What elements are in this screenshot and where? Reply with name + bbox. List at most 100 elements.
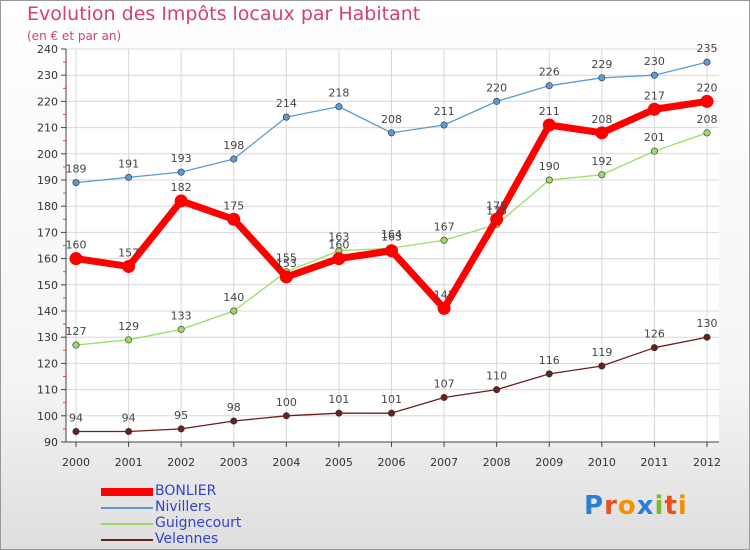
data-point-guignecourt: [545, 176, 553, 184]
data-point-velennes: [387, 409, 395, 417]
legend-swatch: [101, 539, 153, 541]
legend-label: Guignecourt: [155, 515, 242, 531]
data-label-velennes: 126: [644, 328, 665, 341]
data-label-bonlier: 141: [434, 288, 455, 301]
data-point-velennes: [703, 333, 711, 341]
x-tick-label: 2005: [325, 456, 353, 469]
x-tick-label: 2002: [167, 456, 195, 469]
data-label-velennes: 116: [539, 354, 560, 367]
y-tick-label: 140: [37, 305, 58, 318]
data-label-nivillers: 220: [486, 81, 507, 94]
proxiti-logo: Proxiti: [584, 491, 688, 521]
data-label-guignecourt: 129: [118, 320, 139, 333]
data-point-bonlier: [700, 94, 714, 108]
data-label-velennes: 94: [69, 412, 83, 425]
data-point-bonlier: [332, 252, 346, 266]
y-tick-label: 130: [37, 331, 58, 344]
legend-swatch: [101, 488, 153, 496]
data-point-velennes: [493, 386, 501, 394]
data-point-velennes: [125, 428, 133, 436]
data-label-guignecourt: 173: [486, 205, 507, 218]
data-label-velennes: 94: [122, 412, 136, 425]
data-label-velennes: 130: [697, 317, 718, 330]
x-tick-label: 2000: [62, 456, 90, 469]
chart-subtitle: (en € et par an): [27, 29, 122, 43]
data-label-nivillers: 189: [66, 163, 87, 176]
data-label-velennes: 100: [276, 396, 297, 409]
x-tick-label: 2010: [588, 456, 616, 469]
data-point-nivillers: [650, 71, 658, 79]
x-tick-label: 2007: [430, 456, 458, 469]
data-point-bonlier: [69, 252, 83, 266]
data-point-velennes: [650, 344, 658, 352]
y-tick-label: 200: [37, 148, 58, 161]
data-label-nivillers: 193: [171, 152, 192, 165]
y-tick-label: 180: [37, 200, 58, 213]
legend-label: Velennes: [155, 531, 219, 547]
data-point-nivillers: [387, 129, 395, 137]
data-label-bonlier: 175: [223, 199, 244, 212]
y-tick-label: 110: [37, 384, 58, 397]
data-label-velennes: 110: [486, 370, 507, 383]
data-label-nivillers: 211: [434, 105, 455, 118]
data-label-guignecourt: 167: [434, 220, 455, 233]
y-tick-label: 160: [37, 253, 58, 266]
data-point-velennes: [335, 409, 343, 417]
y-tick-label: 240: [37, 43, 58, 56]
data-label-bonlier: 160: [328, 239, 349, 252]
data-point-velennes: [230, 417, 238, 425]
data-point-guignecourt: [177, 325, 185, 333]
data-label-nivillers: 226: [539, 66, 560, 79]
data-point-nivillers: [703, 58, 711, 66]
data-point-nivillers: [72, 179, 80, 187]
data-label-bonlier: 175: [486, 199, 507, 212]
data-point-guignecourt: [703, 129, 711, 137]
data-label-bonlier: 208: [591, 113, 612, 126]
data-point-bonlier: [595, 126, 609, 140]
data-label-velennes: 95: [174, 409, 188, 422]
data-label-nivillers: 208: [381, 113, 402, 126]
data-point-bonlier: [385, 244, 398, 258]
data-point-guignecourt: [72, 341, 80, 349]
legend-swatch: [101, 523, 153, 525]
data-point-nivillers: [177, 168, 185, 176]
x-tick-label: 2011: [640, 456, 668, 469]
x-tick-label: 2006: [378, 456, 406, 469]
data-point-velennes: [72, 428, 80, 436]
data-point-nivillers: [493, 97, 501, 105]
data-label-nivillers: 229: [591, 58, 612, 71]
data-label-guignecourt: 127: [66, 325, 87, 338]
data-point-guignecourt: [650, 147, 658, 155]
data-point-nivillers: [282, 113, 290, 121]
data-label-nivillers: 230: [644, 55, 665, 68]
data-label-bonlier: 220: [697, 81, 718, 94]
x-tick-label: 2009: [535, 456, 563, 469]
x-tick-label: 2001: [115, 456, 143, 469]
data-label-nivillers: 214: [276, 97, 297, 110]
data-label-guignecourt: 133: [171, 309, 192, 322]
data-label-bonlier: 182: [171, 181, 192, 194]
data-point-guignecourt: [230, 307, 238, 315]
legend-label: BONLIER: [155, 483, 217, 499]
data-point-velennes: [598, 362, 606, 370]
data-point-velennes: [440, 393, 448, 401]
data-label-nivillers: 191: [118, 157, 139, 170]
y-tick-label: 190: [37, 174, 58, 187]
legend-swatch: [101, 507, 153, 509]
legend-label: Nivillers: [155, 499, 211, 515]
data-label-nivillers: 198: [223, 139, 244, 152]
y-tick-label: 100: [37, 410, 58, 423]
chart-title: Evolution des Impôts locaux par Habitant: [27, 3, 421, 25]
x-tick-label: 2004: [272, 456, 300, 469]
data-label-bonlier: 153: [276, 257, 297, 270]
data-point-bonlier: [437, 301, 451, 315]
data-label-nivillers: 235: [697, 42, 718, 55]
data-label-velennes: 107: [434, 377, 455, 390]
data-label-bonlier: 160: [66, 239, 87, 252]
data-label-guignecourt: 140: [223, 291, 244, 304]
data-point-velennes: [177, 425, 185, 433]
data-point-nivillers: [440, 121, 448, 129]
x-tick-label: 2008: [483, 456, 511, 469]
